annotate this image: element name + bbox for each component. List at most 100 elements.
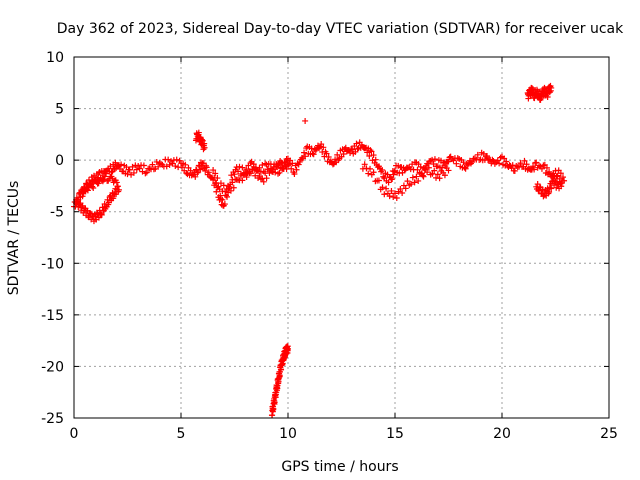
data-point: [97, 174, 104, 181]
data-point: [312, 147, 319, 154]
data-point: [203, 164, 210, 171]
data-point: [309, 150, 316, 157]
data-point: [431, 156, 438, 163]
data-point: [548, 185, 555, 192]
data-point: [114, 183, 121, 190]
data-point: [354, 146, 361, 153]
data-point: [132, 162, 139, 169]
data-point: [484, 152, 491, 159]
data-point: [221, 201, 228, 208]
data-point: [413, 173, 420, 180]
data-point: [153, 158, 160, 165]
data-point: [553, 173, 560, 180]
data-point: [266, 169, 273, 176]
data-point: [310, 151, 317, 158]
data-point: [301, 149, 308, 156]
data-point: [388, 187, 395, 194]
data-point: [399, 189, 406, 196]
x-tick-label: 15: [386, 426, 404, 442]
data-point: [531, 166, 538, 173]
data-point: [91, 177, 98, 184]
data-point: [80, 188, 87, 195]
data-point: [110, 195, 117, 202]
data-point: [497, 154, 504, 161]
data-point: [124, 171, 131, 178]
data-point: [429, 156, 436, 163]
data-point: [265, 166, 272, 173]
data-point: [353, 140, 360, 147]
x-tick-label: 20: [493, 426, 511, 442]
data-point: [217, 192, 224, 199]
data-point: [434, 171, 441, 178]
data-point: [559, 174, 566, 181]
data-point: [367, 165, 374, 172]
y-tick-label: 10: [46, 50, 64, 66]
data-point: [392, 190, 398, 197]
data-point: [558, 179, 565, 186]
data-point: [445, 158, 452, 165]
data-point: [554, 172, 561, 179]
data-point: [293, 166, 300, 173]
data-point: [325, 154, 332, 161]
data-point: [98, 211, 105, 218]
data-point: [546, 189, 553, 196]
data-point: [253, 167, 260, 174]
data-point: [370, 152, 377, 159]
data-point: [205, 169, 212, 176]
data-point: [385, 179, 392, 186]
grid-lines: [74, 57, 609, 418]
data-point: [503, 158, 510, 165]
data-point: [417, 163, 424, 170]
data-point: [535, 187, 542, 194]
data-point: [263, 175, 270, 182]
data-point: [379, 167, 386, 174]
y-tick-label: -20: [41, 359, 64, 375]
data-point: [85, 177, 92, 184]
data-point: [155, 163, 162, 170]
x-tick-label: 0: [70, 426, 79, 442]
data-point: [214, 175, 221, 182]
data-point: [509, 162, 516, 169]
data-point: [408, 180, 415, 187]
data-point: [320, 144, 327, 151]
data-point: [95, 214, 102, 221]
data-point: [431, 167, 438, 174]
data-point: [173, 156, 180, 163]
data-point: [210, 167, 217, 174]
data-point: [239, 177, 246, 184]
data-point: [517, 160, 524, 167]
data-point: [380, 173, 387, 180]
y-tick-label: -15: [41, 308, 64, 324]
data-point: [143, 169, 150, 176]
y-tick-label: 0: [55, 153, 64, 169]
data-point: [80, 187, 87, 194]
data-point: [379, 184, 386, 191]
data-point: [429, 170, 436, 177]
data-point: [103, 170, 110, 177]
data-point: [461, 164, 468, 171]
data-point: [273, 163, 280, 170]
data-point: [237, 172, 244, 179]
data-point: [286, 161, 293, 168]
data-point: [462, 165, 469, 172]
y-tick-label: -10: [41, 256, 64, 272]
data-point: [404, 178, 411, 185]
data-point: [270, 163, 277, 170]
data-point: [133, 166, 140, 173]
data-point: [247, 170, 254, 177]
data-point: [511, 167, 518, 174]
data-point: [140, 162, 147, 169]
data-point: [212, 170, 219, 177]
data-point: [230, 184, 237, 191]
data-point: [130, 169, 137, 176]
data-point: [222, 188, 229, 195]
data-point: [271, 399, 278, 406]
data-point: [460, 159, 467, 166]
y-tick-label: 5: [55, 102, 64, 118]
data-point: [366, 152, 373, 159]
data-point: [424, 169, 431, 176]
data-point: [389, 176, 396, 183]
data-point: [118, 161, 125, 168]
data-point: [418, 170, 425, 177]
